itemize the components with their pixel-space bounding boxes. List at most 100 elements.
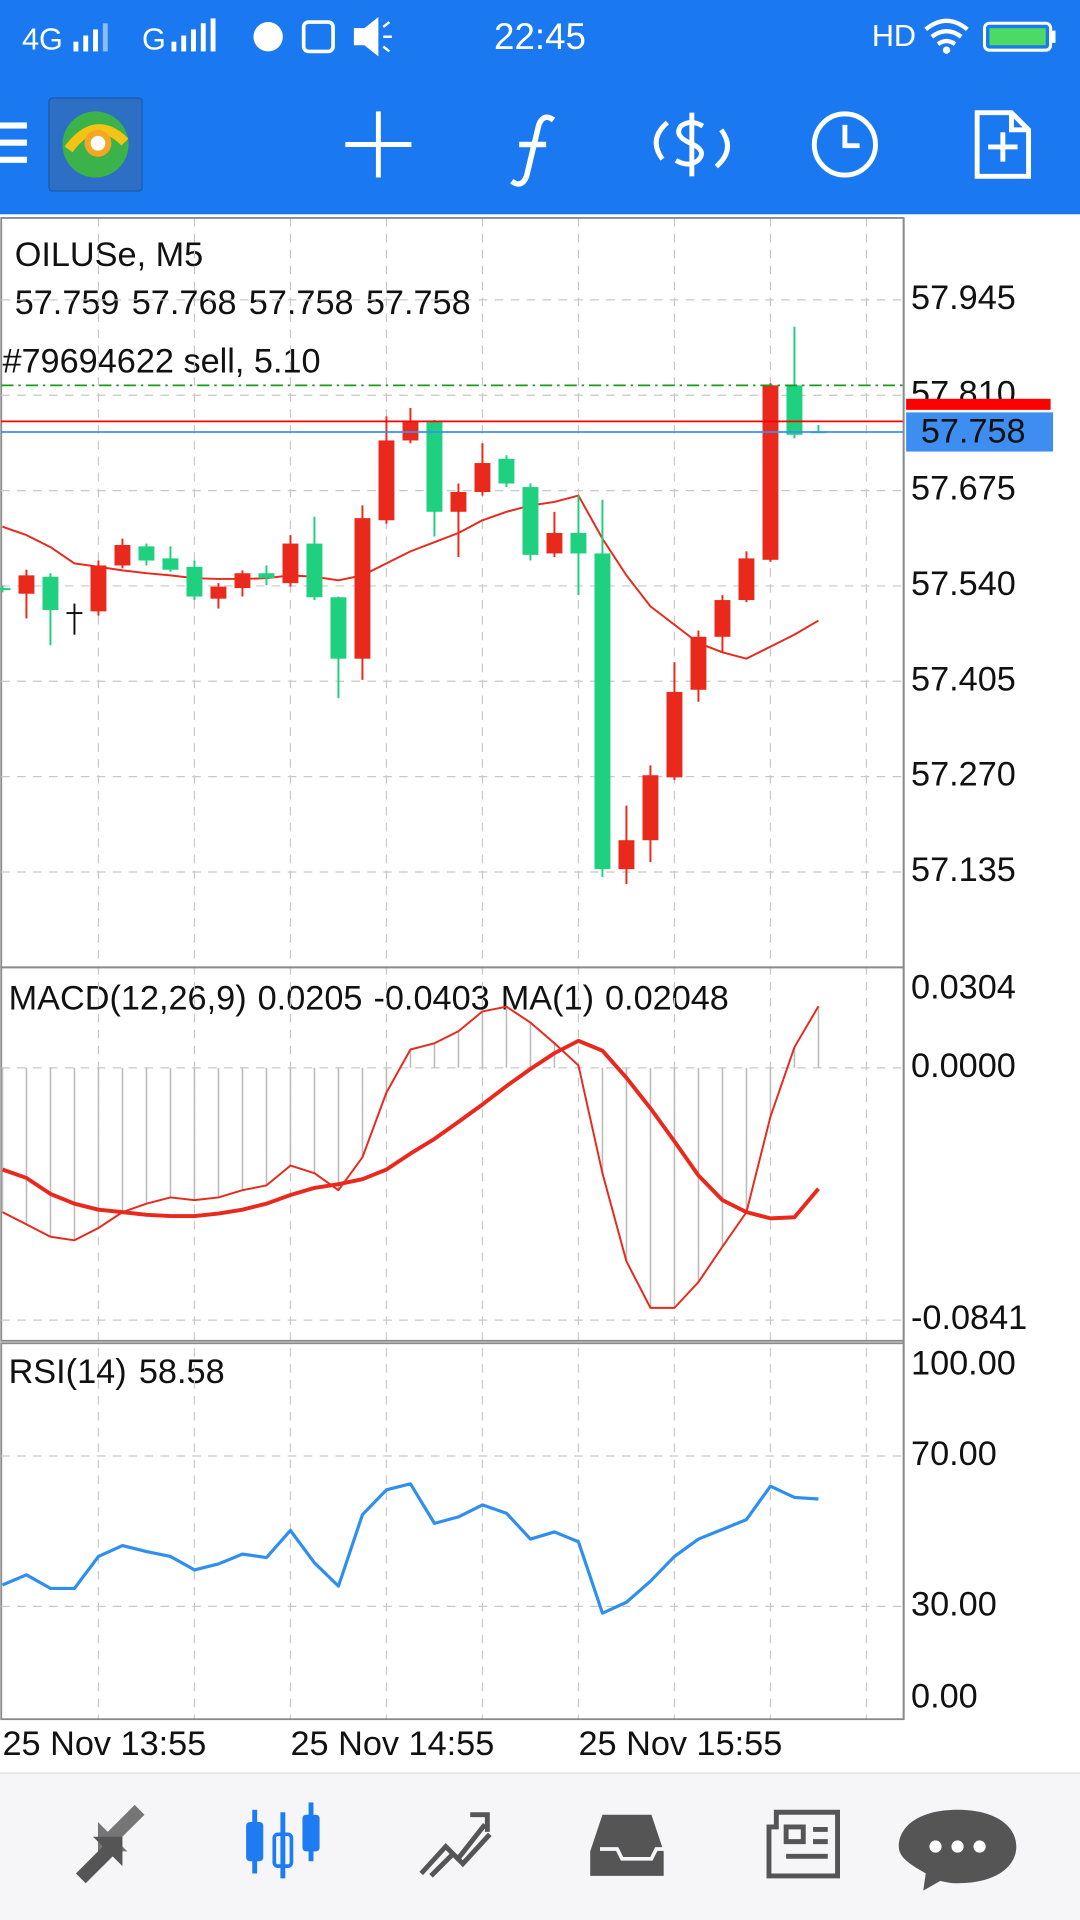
y-tick-label: 57.945 [911,279,1016,317]
open-price: 57.759 [15,284,120,322]
candle-body [570,532,587,554]
period-button[interactable] [811,111,878,178]
candle-body [618,840,635,870]
candle-body [306,543,323,598]
indicator-line [1,1482,819,1615]
rsi-value: 58.58 [139,1353,225,1391]
app-icon [253,22,283,52]
candle-body [282,543,299,584]
chart-tab[interactable] [246,1802,320,1879]
macd-value: 0.0205 [258,979,363,1017]
candle-body [378,440,395,521]
y-tick-label: 30.00 [911,1585,997,1623]
candle-body [666,691,683,778]
candle-body [450,492,467,512]
sim-icon [301,20,335,54]
battery-tip [1050,30,1056,43]
rsi-header: RSI(14) 58.58 [9,1353,225,1391]
crosshair-button[interactable] [345,111,412,178]
candle-body [234,573,251,589]
candle-body [642,775,659,841]
candle-body [330,597,347,659]
macd-header: MACD(12,26,9) 0.0205 -0.0403 MA(1) 0.02048 [9,979,729,1017]
x-tick-label: 25 Nov 14:55 [290,1725,494,1763]
news-tab[interactable] [766,1809,840,1879]
candle-body [594,553,611,870]
ma-value: 0.02048 [605,979,729,1017]
candle-body [66,612,83,615]
candle-body [690,636,707,690]
signal-value: -0.0403 [373,979,489,1017]
candle-body [738,558,755,601]
indicators-button[interactable] [510,114,556,187]
clock: 22:45 [494,16,586,57]
low-price: 57.758 [249,284,354,322]
candle-body [498,458,515,484]
candle-body [426,422,443,512]
signal-icon [171,18,216,52]
toolbar [0,97,1032,192]
candle-body [114,544,131,566]
quote-line: 57.759 57.768 57.758 57.758 [15,284,471,322]
candle-body [42,576,59,610]
rsi-title: RSI(14) [9,1353,127,1391]
candle-body [546,532,563,554]
battery-level [989,28,1046,46]
y-tick-label: 57.405 [911,660,1016,698]
candle-body [90,565,107,612]
volume-icon [353,17,392,57]
indicator-line [2,494,819,660]
wifi-icon [924,18,969,46]
candle-body [522,487,539,555]
candle-body [0,588,11,591]
signal-icon [73,23,108,52]
trade-button[interactable] [653,112,730,177]
y-tick-label: 0.0304 [911,968,1016,1006]
panel-frame [0,966,905,1342]
close-price: 57.758 [366,284,471,322]
new-order-button[interactable] [974,110,1032,179]
order-label: #79694622 sell, 5.10 [2,343,320,381]
candle-body [258,573,275,579]
candle-body [786,385,803,435]
trade-tab[interactable] [419,1812,492,1878]
network-type: G [142,23,166,57]
status-bar: 4G G 22:45 HD [22,16,1056,57]
quotes-tab[interactable] [75,1804,145,1884]
bottom-nav [0,1772,1080,1920]
x-tick-label: 25 Nov 15:55 [578,1725,782,1763]
candle-body [138,546,155,561]
y-tick-label: 100.00 [911,1344,1016,1382]
indicator-line [2,1005,820,1309]
candle-body [762,385,779,560]
y-tick-label: 57.540 [911,565,1016,603]
macd-title: MACD(12,26,9) [9,979,247,1017]
candle-body [18,575,35,594]
y-tick-label: -0.0841 [911,1299,1027,1337]
ask-marker [906,398,1051,410]
candle-body [210,586,227,599]
candle-body [354,518,371,659]
chat-tab[interactable] [898,1809,1017,1891]
symbol-title: OILUSe, M5 [15,236,204,274]
hd-badge: HD [872,19,916,53]
high-price: 57.768 [132,284,237,322]
y-tick-label: 0.0000 [911,1047,1016,1085]
x-tick-label: 25 Nov 13:55 [2,1725,206,1763]
wifi-dot [942,46,951,54]
app-logo[interactable] [48,97,143,192]
bid-label: 57.758 [921,412,1026,450]
y-tick-label: 70.00 [911,1435,997,1473]
candle-body [186,566,203,597]
panel-frame [0,1342,905,1721]
bid-label-box [906,412,1054,452]
indicator-line [1,1038,820,1221]
y-tick-label: 57.675 [911,470,1016,508]
y-tick-label: 57.270 [911,756,1016,794]
panel-frame [0,217,905,969]
y-tick-label: 57.135 [911,851,1016,889]
menu-button[interactable] [0,122,27,163]
history-tab[interactable] [590,1814,674,1876]
